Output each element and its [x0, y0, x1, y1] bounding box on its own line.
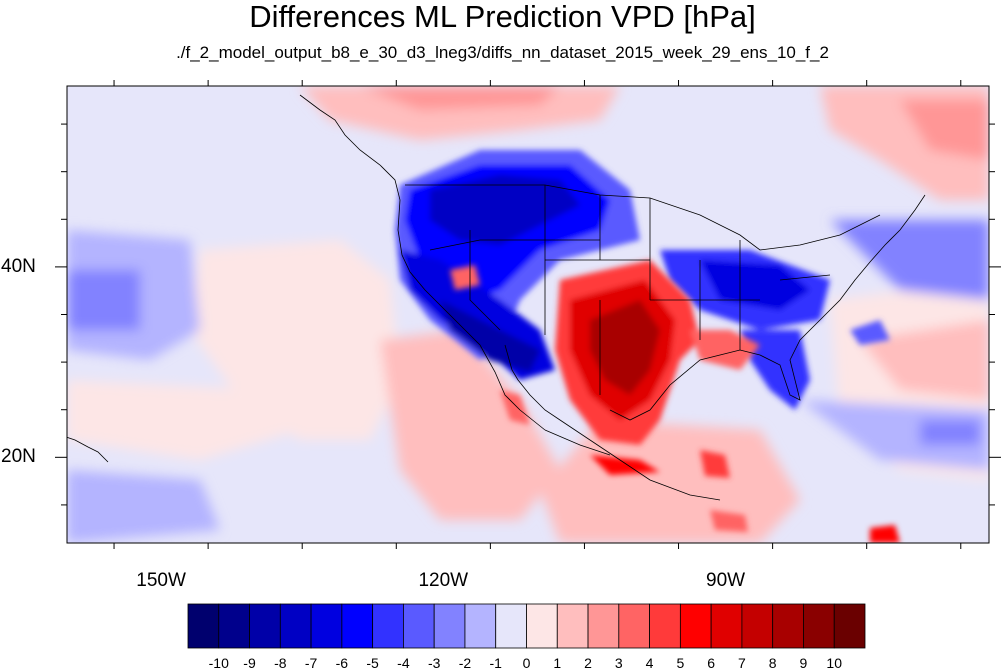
colorbar-swatch — [464, 603, 497, 649]
colorbar-label: -3 — [427, 655, 441, 671]
colorbar-swatch — [218, 603, 250, 649]
colorbar-swatch — [833, 603, 866, 649]
colorbar-label: 8 — [768, 655, 777, 671]
colorbar-swatch — [679, 603, 712, 649]
colorbar-label: -6 — [335, 655, 349, 671]
colorbar-swatch — [649, 603, 681, 649]
colorbar-label: -7 — [304, 655, 318, 671]
axis-ticks — [55, 80, 1001, 549]
colorbar-label: 0 — [522, 655, 531, 671]
colorbar-label: 3 — [614, 655, 623, 671]
colorbar-swatch — [741, 603, 774, 649]
colorbar-label: -9 — [243, 655, 256, 671]
lon-label: 120W — [418, 570, 469, 591]
colorbar-swatch — [618, 603, 650, 649]
lon-label: 90W — [706, 570, 746, 591]
colorbar-label: 4 — [645, 655, 654, 671]
colorbar-swatch — [587, 603, 620, 649]
colorbar-swatch — [187, 603, 220, 649]
colorbar-label: -1 — [489, 655, 502, 671]
colorbar-swatch — [310, 603, 343, 649]
lon-label: 150W — [136, 570, 186, 591]
map-field — [67, 86, 989, 543]
colorbar-label: 2 — [584, 655, 592, 671]
colorbar-label: 10 — [826, 655, 842, 671]
colorbar-swatch — [249, 603, 281, 649]
chart-title: Differences ML Prediction VPD [hPa] — [249, 0, 756, 34]
colorbar-swatch — [803, 603, 835, 649]
colorbar-swatch — [433, 603, 466, 649]
field-red-core — [450, 260, 900, 543]
colorbar-label: -4 — [397, 655, 410, 671]
field-broad-patches — [67, 86, 989, 543]
colorbar-swatch — [710, 603, 743, 649]
colorbar-label: 5 — [676, 655, 685, 671]
colorbar-swatch — [372, 603, 404, 649]
colorbar-swatch — [279, 603, 312, 649]
colorbar-label: 1 — [553, 655, 562, 671]
colorbar-swatch — [772, 603, 804, 649]
colorbar-label: 6 — [707, 655, 716, 671]
colorbar-label: -2 — [458, 655, 472, 671]
colorbar-swatch — [556, 603, 589, 649]
lat-label: 20N — [1, 446, 36, 468]
colorbar-label: -10 — [208, 655, 229, 671]
lat-label: 40N — [1, 255, 36, 277]
chart-subtitle: ./f_2_model_output_b8_e_30_d3_lneg3/diff… — [176, 43, 829, 62]
coastlines — [67, 94, 926, 501]
colorbar-label: 9 — [799, 655, 808, 671]
colorbar-label: -5 — [366, 655, 379, 671]
colorbar-swatch — [403, 603, 435, 649]
field-blue-core — [395, 150, 890, 410]
colorbar-swatch — [526, 603, 558, 649]
colorbar-swatch — [341, 603, 374, 649]
colorbar-swatch — [495, 603, 527, 649]
colorbar-label: 7 — [738, 655, 746, 671]
colorbar-label: -8 — [274, 655, 287, 671]
colorbar — [187, 603, 866, 649]
